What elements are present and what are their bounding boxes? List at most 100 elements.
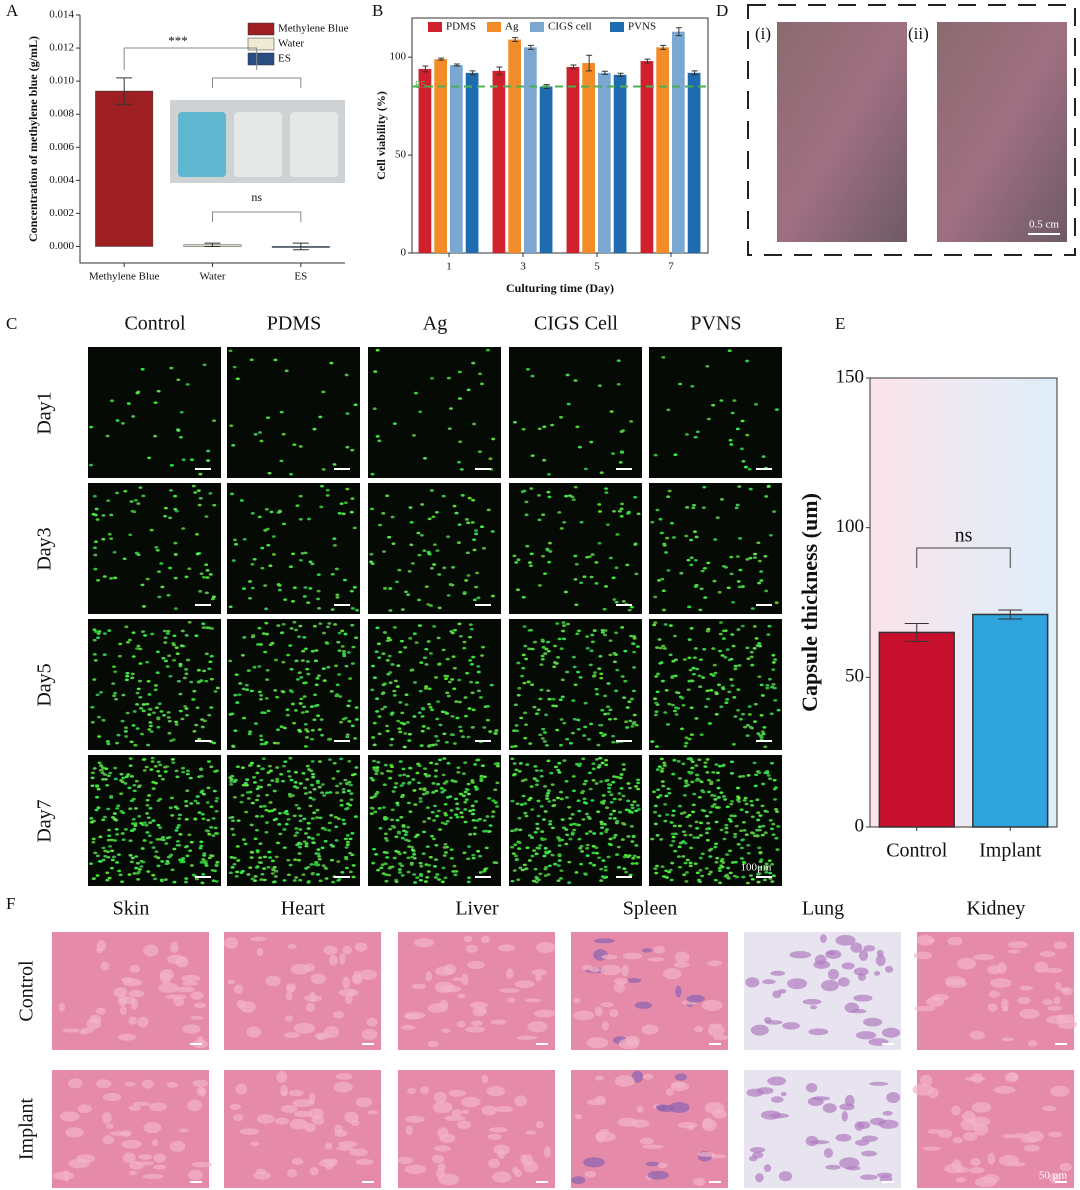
tissue [808, 1028, 829, 1036]
tissue [366, 1017, 378, 1027]
cell [764, 495, 769, 498]
cell [439, 787, 444, 790]
cell [396, 830, 401, 834]
cell [689, 563, 694, 567]
cell [522, 625, 527, 628]
tissue [456, 1020, 466, 1028]
cell [594, 561, 599, 564]
error-bar [453, 63, 460, 67]
cell [118, 642, 123, 646]
tissue [135, 1161, 155, 1166]
cell [288, 644, 293, 647]
cell [768, 871, 773, 875]
cell [136, 687, 141, 691]
cell [727, 349, 732, 353]
cell [323, 839, 328, 843]
cell [199, 572, 204, 575]
cell [422, 456, 427, 460]
cell [308, 796, 313, 800]
cell [228, 605, 233, 609]
cell [434, 789, 439, 793]
cell [662, 647, 667, 650]
cell [249, 358, 254, 362]
cell [281, 660, 286, 664]
cell [731, 742, 736, 746]
error-bar [675, 27, 682, 37]
column-header: Liver [455, 898, 499, 920]
cell [184, 713, 189, 717]
cell [685, 858, 690, 862]
cell [412, 789, 417, 792]
cell [139, 732, 144, 736]
cell [405, 721, 410, 724]
tissue [884, 965, 894, 973]
cell [578, 762, 583, 766]
cell [463, 761, 468, 764]
cell [557, 853, 562, 857]
y-axis-label: Capsule thickness (um) [797, 493, 822, 712]
cell [294, 803, 299, 807]
cell [432, 819, 437, 822]
tissue [745, 977, 760, 988]
cell [442, 566, 447, 570]
cell [121, 776, 126, 780]
cell [258, 842, 263, 845]
tissue [589, 967, 600, 973]
cell [270, 859, 275, 863]
cell [737, 485, 742, 488]
cell [599, 801, 604, 804]
cell [735, 503, 740, 507]
cell [406, 593, 411, 596]
cell [314, 683, 319, 687]
cell [427, 517, 432, 521]
cell [193, 817, 198, 821]
cell [495, 781, 500, 785]
cell [730, 861, 735, 864]
cell [520, 490, 525, 494]
cell [135, 727, 140, 730]
cell [561, 629, 566, 633]
cell [264, 697, 269, 700]
cell [156, 823, 161, 827]
cell [451, 566, 456, 569]
cell [709, 688, 714, 692]
tissue [573, 1010, 595, 1021]
cell [453, 780, 458, 783]
tissue [441, 1028, 451, 1033]
cell [145, 660, 150, 664]
cell [487, 830, 492, 833]
cell [255, 787, 260, 791]
cell [257, 665, 262, 668]
cell [763, 831, 768, 835]
cell [327, 829, 332, 832]
cell [353, 403, 358, 407]
cell [370, 664, 375, 668]
tissue [443, 1115, 466, 1121]
cell [538, 733, 543, 737]
cell [680, 696, 685, 700]
cell [283, 598, 288, 601]
cell [757, 642, 762, 645]
tissue [944, 1163, 964, 1174]
cell [748, 725, 753, 729]
cell [350, 623, 355, 627]
cell [371, 778, 376, 782]
tissue [287, 944, 297, 950]
cell [546, 789, 551, 792]
cell [442, 788, 447, 792]
cell [472, 538, 477, 541]
cell [103, 773, 108, 776]
cell [544, 851, 549, 855]
cell [606, 783, 611, 786]
cell [771, 668, 776, 671]
cell [338, 695, 343, 698]
tissue [1023, 1144, 1040, 1152]
tissue [858, 949, 869, 961]
cell [701, 506, 706, 509]
cell [133, 498, 138, 502]
cell [292, 586, 297, 590]
cell [425, 790, 430, 794]
tissue [802, 998, 822, 1005]
cell [669, 821, 674, 824]
cell [683, 784, 688, 788]
